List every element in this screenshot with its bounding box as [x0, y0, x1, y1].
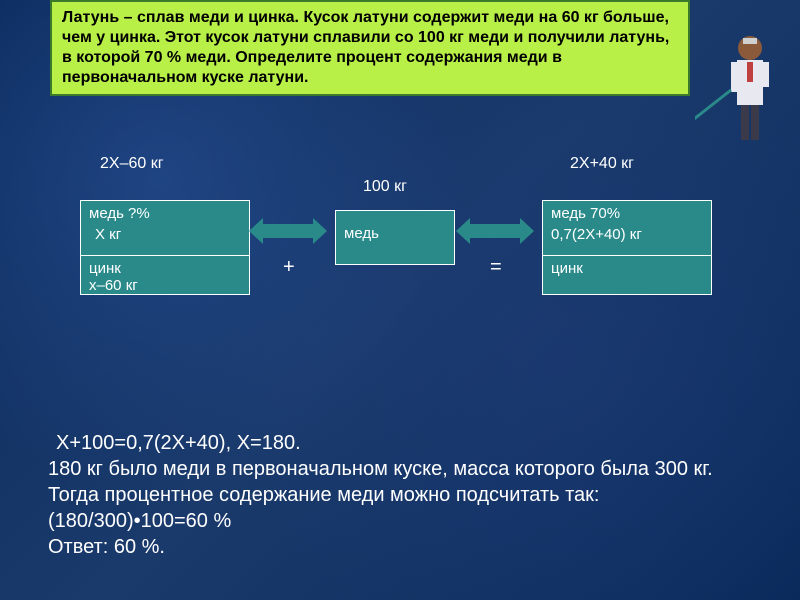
- right-copper-label: медь 70%: [551, 205, 703, 222]
- arrow-left: [263, 224, 313, 238]
- right-copper-mass: 0,7(2Х+40) кг: [551, 222, 703, 243]
- copper-box-text: медь: [344, 225, 379, 242]
- right-alloy-box: медь 70% 0,7(2Х+40) кг цинк: [542, 200, 712, 295]
- problem-text: Латунь – сплав меди и цинка. Кусок латун…: [62, 9, 669, 86]
- right-box-bottom: цинк: [543, 256, 711, 281]
- arrow-right: [470, 224, 520, 238]
- left-box-bottom: цинк х–60 кг: [81, 256, 249, 298]
- right-zinc-label: цинк: [551, 260, 703, 277]
- left-alloy-box: медь ?% Х кг цинк х–60 кг: [80, 200, 250, 295]
- right-box-top: медь 70% 0,7(2Х+40) кг: [543, 201, 711, 256]
- equals-operator: =: [490, 256, 502, 279]
- solution-block: Х+100=0,7(2Х+40), Х=180. 180 кг было мед…: [48, 430, 748, 560]
- solution-equation: Х+100=0,7(2Х+40), Х=180.: [48, 430, 748, 456]
- solution-answer: Ответ: 60 %.: [48, 534, 748, 560]
- copper-box: медь: [335, 210, 455, 265]
- solution-calculation: (180/300)•100=60 %: [48, 508, 748, 534]
- teacher-figure: [695, 30, 785, 150]
- left-copper-mass: Х кг: [89, 222, 241, 243]
- left-zinc-label: цинк: [89, 260, 241, 277]
- middle-box-label: 100 кг: [363, 178, 407, 196]
- left-box-top: медь ?% Х кг: [81, 201, 249, 256]
- solution-explanation: 180 кг было меди в первоначальном куске,…: [48, 456, 748, 508]
- plus-operator: +: [283, 256, 295, 279]
- left-zinc-mass: х–60 кг: [89, 277, 241, 294]
- left-box-label: 2Х–60 кг: [100, 155, 164, 173]
- right-box-label: 2Х+40 кг: [570, 155, 634, 173]
- left-copper-label: медь ?%: [89, 205, 241, 222]
- problem-statement: Латунь – сплав меди и цинка. Кусок латун…: [50, 0, 690, 96]
